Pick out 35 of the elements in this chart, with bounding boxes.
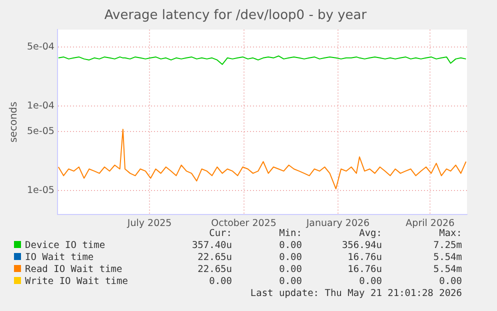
text: 0.00 bbox=[208, 276, 232, 288]
text: 0.00 bbox=[438, 276, 462, 288]
text: 0.00 bbox=[278, 264, 302, 276]
text: Min: bbox=[278, 228, 302, 240]
text: 5.54m bbox=[432, 252, 462, 264]
text: Max: bbox=[438, 228, 462, 240]
text: Avg: bbox=[358, 228, 382, 240]
chart-title: Average latency for /dev/loop0 - by year bbox=[104, 8, 368, 24]
text: 16.76u bbox=[346, 252, 382, 264]
y-tick-label: 5e-05 bbox=[27, 126, 54, 137]
text: 0.00 bbox=[278, 252, 302, 264]
y-tick-label: 1e-04 bbox=[27, 100, 54, 112]
text: 22.65u bbox=[196, 264, 232, 276]
x-tick-label: January 2026 bbox=[305, 218, 370, 229]
text: 16.76u bbox=[346, 264, 382, 276]
x-tick-label: October 2025 bbox=[211, 218, 276, 229]
text: 5.54m bbox=[432, 264, 462, 276]
text: Last update: Thu May 21 21:01:28 2026 bbox=[249, 288, 462, 300]
text: 7.25m bbox=[432, 240, 462, 252]
x-tick-label: April 2026 bbox=[406, 218, 455, 229]
text: 0.00 bbox=[358, 276, 382, 288]
text: Cur: bbox=[208, 228, 232, 240]
legend-label: Read IO Wait time bbox=[24, 264, 124, 276]
text: 0.00 bbox=[278, 240, 302, 252]
y-axis-title: seconds bbox=[8, 102, 20, 143]
legend-label: IO Wait time bbox=[24, 252, 95, 264]
y-tick-label: 1e-05 bbox=[27, 185, 54, 196]
text: 357.40u bbox=[190, 240, 232, 252]
text: 0.00 bbox=[278, 276, 302, 288]
text: 22.65u bbox=[196, 252, 232, 264]
y-tick-label: 5e-04 bbox=[27, 41, 54, 52]
legend-label: Device IO time bbox=[24, 240, 106, 252]
legend-label: Write IO Wait time bbox=[24, 276, 129, 288]
text: 356.94u bbox=[340, 240, 382, 252]
x-tick-label: July 2025 bbox=[126, 218, 172, 229]
